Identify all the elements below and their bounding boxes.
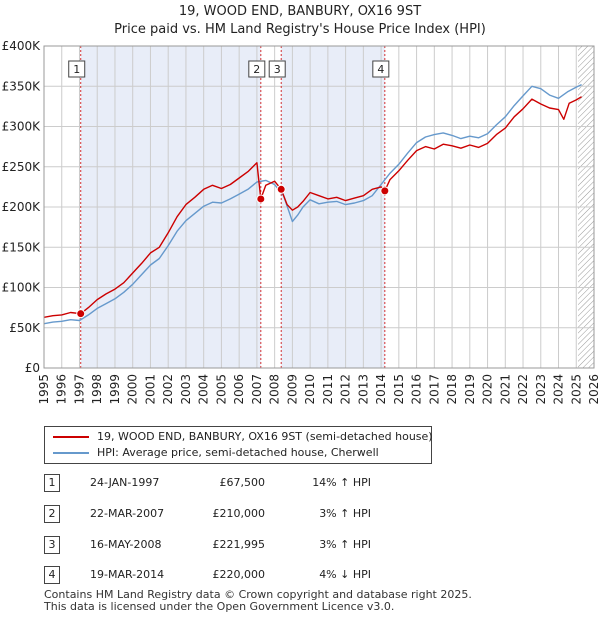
sale-label-number: 2 <box>253 63 260 76</box>
x-tick-label: 2008 <box>268 374 282 405</box>
sale-point <box>76 309 86 319</box>
sale-point <box>256 194 266 204</box>
x-tick-label: 2024 <box>552 374 566 405</box>
footer-copyright: Contains HM Land Registry data © Crown c… <box>44 588 472 601</box>
x-tick-label: 2016 <box>410 374 424 405</box>
legend-label-hpi: HPI: Average price, semi-detached house,… <box>97 446 379 459</box>
property-price-line <box>44 96 582 318</box>
sale-price: £210,000 <box>212 507 266 520</box>
x-tick-label: 1998 <box>90 374 104 405</box>
y-tick-label: £400K <box>2 39 42 53</box>
chart-subtitle: Price paid vs. HM Land Registry's House … <box>114 22 486 37</box>
sale-label-box <box>68 60 86 78</box>
x-tick-label: 2007 <box>250 374 264 405</box>
sale-hpi-delta: 3% ↑ HPI <box>319 538 371 551</box>
x-tick-label: 2019 <box>463 374 477 405</box>
y-tick-label: £150K <box>2 240 42 254</box>
x-tick-label: 2025 <box>569 374 583 405</box>
x-tick-label: 2021 <box>498 374 512 405</box>
x-tick-label: 2015 <box>392 374 406 405</box>
x-tick-label: 2020 <box>481 374 495 405</box>
x-tick-label: 2002 <box>161 374 175 405</box>
sale-number-badge: 1 <box>44 474 60 492</box>
sale-date: 22-MAR-2007 <box>90 507 165 520</box>
sale-hpi-delta: 3% ↑ HPI <box>319 507 371 520</box>
x-tick-label: 2001 <box>143 374 157 405</box>
x-tick-label: 2010 <box>303 374 317 405</box>
x-tick-label: 2022 <box>516 374 530 405</box>
sale-date: 24-JAN-1997 <box>90 476 160 489</box>
sale-point <box>276 184 286 194</box>
table-row: 2 22-MAR-2007 £210,000 3% ↑ HPI <box>0 505 600 525</box>
legend-label-property: 19, WOOD END, BANBURY, OX16 9ST (semi-de… <box>97 430 433 443</box>
sale-label-number: 1 <box>73 63 80 76</box>
x-tick-label: 2017 <box>427 374 441 405</box>
x-tick-label: 2000 <box>126 374 140 405</box>
x-tick-label: 2026 <box>587 374 600 405</box>
sale-label-box <box>268 60 286 78</box>
sale-label-box <box>248 60 266 78</box>
table-row: 3 16-MAY-2008 £221,995 3% ↑ HPI <box>0 536 600 556</box>
x-tick-label: 1999 <box>108 374 122 405</box>
sale-number-badge: 2 <box>44 505 60 523</box>
x-tick-label: 2018 <box>445 374 459 405</box>
sale-point <box>380 186 390 196</box>
x-tick-label: 2005 <box>214 374 228 405</box>
sale-number-badge: 3 <box>44 536 60 554</box>
x-tick-label: 2004 <box>197 374 211 405</box>
legend-swatch-hpi <box>53 452 89 454</box>
footer-license: This data is licensed under the Open Gov… <box>44 600 395 613</box>
sale-number-badge: 4 <box>44 566 60 584</box>
y-tick-label: £100K <box>2 281 42 295</box>
price-chart: 1 2 3 4 £0 £50K £100K £150K £200K £250K £300K £350… <box>2 39 600 405</box>
y-tick-label: £350K <box>2 79 42 93</box>
x-tick-label: 1995 <box>37 374 51 405</box>
sale-date: 16-MAY-2008 <box>90 538 162 551</box>
x-tick-label: 1997 <box>72 374 86 405</box>
y-tick-label: £300K <box>2 120 42 134</box>
legend-swatch-property <box>53 436 89 438</box>
x-tick-label: 1996 <box>55 374 69 405</box>
y-tick-label: £0 <box>25 361 40 375</box>
x-tick-label: 2012 <box>339 374 353 405</box>
sale-price: £221,995 <box>212 538 266 551</box>
sale-hpi-delta: 4% ↓ HPI <box>319 568 371 581</box>
y-tick-label: £200K <box>2 200 42 214</box>
sale-label-box <box>372 60 390 78</box>
y-tick-label: £250K <box>2 160 42 174</box>
sale-date: 19-MAR-2014 <box>90 568 165 581</box>
x-tick-label: 2014 <box>374 374 388 405</box>
x-tick-label: 2006 <box>232 374 246 405</box>
table-row: 1 24-JAN-1997 £67,500 14% ↑ HPI <box>0 474 600 494</box>
x-tick-label: 2009 <box>285 374 299 405</box>
x-tick-label: 2023 <box>534 374 548 405</box>
table-row: 4 19-MAR-2014 £220,000 4% ↓ HPI <box>0 566 600 586</box>
x-tick-label: 2013 <box>356 374 370 405</box>
x-tick-label: 2003 <box>179 374 193 405</box>
sale-label-number: 3 <box>274 63 281 76</box>
sale-label-number: 4 <box>377 63 384 76</box>
x-tick-label: 2011 <box>321 374 335 405</box>
footer: Contains HM Land Registry data © Crown c… <box>44 589 472 613</box>
y-tick-label: £50K <box>9 321 41 335</box>
hpi-line <box>44 83 582 325</box>
sale-price: £67,500 <box>219 476 266 489</box>
sale-price: £220,000 <box>212 568 266 581</box>
sale-hpi-delta: 14% ↑ HPI <box>312 476 371 489</box>
chart-title: 19, WOOD END, BANBURY, OX16 9ST <box>178 4 422 19</box>
legend: 19, WOOD END, BANBURY, OX16 9ST (semi-de… <box>44 426 433 464</box>
